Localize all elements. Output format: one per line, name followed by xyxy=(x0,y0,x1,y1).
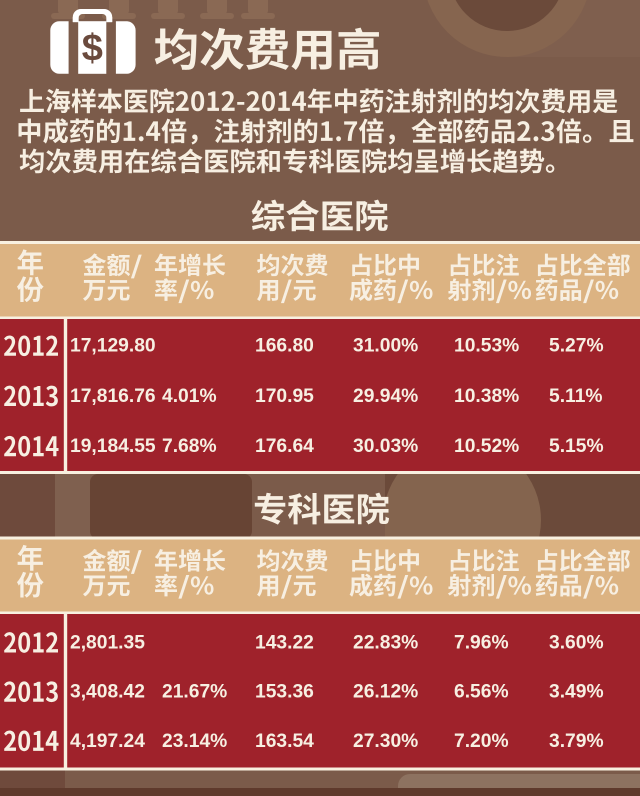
svg-text:2,801.35: 2,801.35 xyxy=(70,632,145,653)
svg-text:166.80: 166.80 xyxy=(255,336,314,357)
svg-text:22.83%: 22.83% xyxy=(353,632,418,653)
svg-text:30.03%: 30.03% xyxy=(353,436,418,457)
svg-text:153.36: 153.36 xyxy=(255,682,314,703)
svg-text:10.52%: 10.52% xyxy=(454,436,519,457)
svg-text:4,197.24: 4,197.24 xyxy=(70,731,145,752)
svg-text:7.68%: 7.68% xyxy=(162,436,217,457)
svg-text:163.54: 163.54 xyxy=(255,731,314,752)
svg-text:31.00%: 31.00% xyxy=(353,336,418,357)
svg-text:10.38%: 10.38% xyxy=(454,386,519,407)
svg-text:17,129.80: 17,129.80 xyxy=(70,336,156,357)
svg-text:29.94%: 29.94% xyxy=(353,386,418,407)
svg-text:143.22: 143.22 xyxy=(255,632,314,653)
svg-text:3.60%: 3.60% xyxy=(549,632,604,653)
svg-text:26.12%: 26.12% xyxy=(353,682,418,703)
svg-text:10.53%: 10.53% xyxy=(454,336,519,357)
svg-text:3,408.42: 3,408.42 xyxy=(70,682,145,703)
svg-text:21.67%: 21.67% xyxy=(162,682,227,703)
svg-text:23.14%: 23.14% xyxy=(162,731,227,752)
svg-text:4.01%: 4.01% xyxy=(162,386,217,407)
svg-text:6.56%: 6.56% xyxy=(454,682,509,703)
svg-text:7.96%: 7.96% xyxy=(454,632,509,653)
svg-text:3.49%: 3.49% xyxy=(549,682,604,703)
svg-text:170.95: 170.95 xyxy=(255,386,314,407)
svg-text:5.15%: 5.15% xyxy=(549,436,604,457)
svg-text:3.79%: 3.79% xyxy=(549,731,604,752)
svg-text:$: $ xyxy=(82,27,103,69)
svg-text:7.20%: 7.20% xyxy=(454,731,509,752)
svg-text:27.30%: 27.30% xyxy=(353,731,418,752)
svg-text:19,184.55: 19,184.55 xyxy=(70,436,156,457)
svg-text:5.11%: 5.11% xyxy=(549,386,603,407)
svg-text:5.27%: 5.27% xyxy=(549,336,604,357)
svg-text:17,816.76: 17,816.76 xyxy=(70,386,156,407)
svg-text:176.64: 176.64 xyxy=(255,436,314,457)
